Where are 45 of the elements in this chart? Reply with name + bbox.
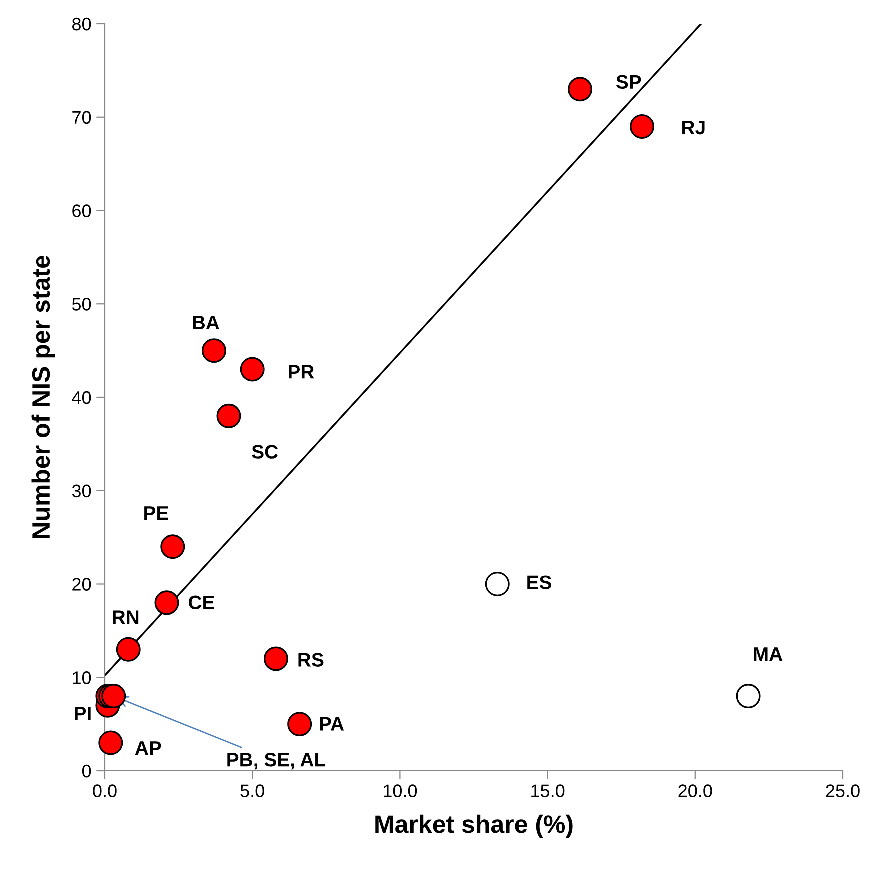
annotation: CE [189,596,214,610]
x-tick-label: 5.0 [240,784,264,798]
y-tick-label: 10 [73,672,92,684]
point [568,77,593,102]
point [630,114,655,139]
annotation: PI [75,707,91,720]
point [736,684,761,709]
y-tick-label: 20 [72,578,92,591]
point [485,572,510,596]
annotation: MA [754,648,783,662]
annotation: PR [289,365,314,379]
y-tick-label: 30 [72,484,92,498]
annotation: PB, SE, AL [228,753,326,770]
annotation: BA [193,316,220,330]
y-tick-label: 80 [72,18,92,31]
x-tick-label: 0.0 [93,784,117,798]
x-axis-title: Market share (%) [376,814,573,838]
x-tick-label: 25.0 [826,784,860,798]
y-tick-label: 60 [72,204,92,218]
annotation: RJ [682,121,705,135]
annotation: ES [528,576,552,590]
point [288,712,312,737]
annotation: SC [252,445,278,459]
point [154,590,180,616]
x-tick-label: 15.0 [532,784,565,798]
annotation: PE [144,506,168,520]
point [160,534,186,560]
annotation: RS [298,653,324,667]
point [240,357,265,382]
point [264,646,288,672]
y-tick-label: 40 [72,391,92,404]
y-tick-label: 70 [72,111,92,124]
x-tick-label: 20.0 [678,784,712,798]
annotation: SP [616,75,642,90]
point [116,637,141,662]
y-tick-label: 50 [72,298,92,311]
y-tick-label: 0 [82,764,92,778]
x-tick-label: 10.0 [384,784,418,798]
point [98,730,124,756]
y-axis-title: Number of NIS per state [32,256,56,538]
point [202,338,226,364]
point [216,404,242,428]
annotation: PA [320,717,344,731]
annotation: AP [135,742,162,755]
annotation: RN [113,610,139,624]
